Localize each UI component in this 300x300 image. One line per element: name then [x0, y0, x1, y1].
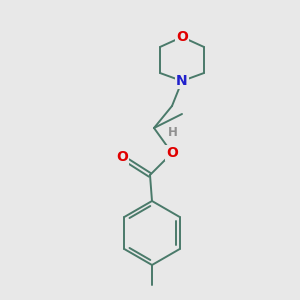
Text: H: H: [168, 125, 178, 139]
Text: O: O: [166, 146, 178, 160]
Text: O: O: [176, 30, 188, 44]
Text: N: N: [176, 74, 188, 88]
Text: O: O: [116, 150, 128, 164]
